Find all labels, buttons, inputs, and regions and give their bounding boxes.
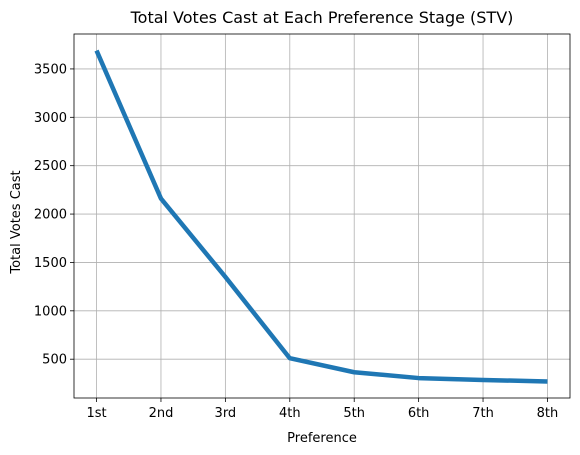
- x-tick-label: 4th: [279, 406, 301, 421]
- x-tick-label: 8th: [537, 406, 559, 421]
- series-layer: [94, 49, 548, 384]
- y-tick-label: 2000: [34, 208, 67, 223]
- plot-area: [73, 33, 571, 399]
- x-tick-label: 6th: [408, 406, 430, 421]
- y-axis: 500 1000 1500 2000 2500 3000 3500: [34, 62, 74, 368]
- y-axis-label: Total Votes Cast: [9, 170, 24, 274]
- x-axis: 1st 2nd 3rd 4th 5th 6th 7th 8th: [86, 398, 558, 421]
- y-tick-label: 2500: [34, 159, 67, 174]
- y-tick-label: 1500: [34, 256, 67, 271]
- x-axis-label: Preference: [287, 431, 357, 446]
- series-line: [94, 49, 548, 384]
- y-tick-label: 500: [42, 353, 67, 368]
- x-tick-label: 2nd: [149, 406, 174, 421]
- y-tick-label: 3500: [34, 62, 67, 77]
- plot-frame: [73, 33, 571, 399]
- grid: [74, 34, 570, 398]
- chart-title: Total Votes Cast at Each Preference Stag…: [130, 8, 514, 27]
- x-tick-label: 1st: [86, 406, 106, 421]
- x-tick-label: 7th: [472, 406, 494, 421]
- x-tick-label: 5th: [343, 406, 365, 421]
- y-tick-label: 1000: [34, 304, 67, 319]
- y-tick-label: 3000: [34, 111, 67, 126]
- x-tick-label: 3rd: [215, 406, 237, 421]
